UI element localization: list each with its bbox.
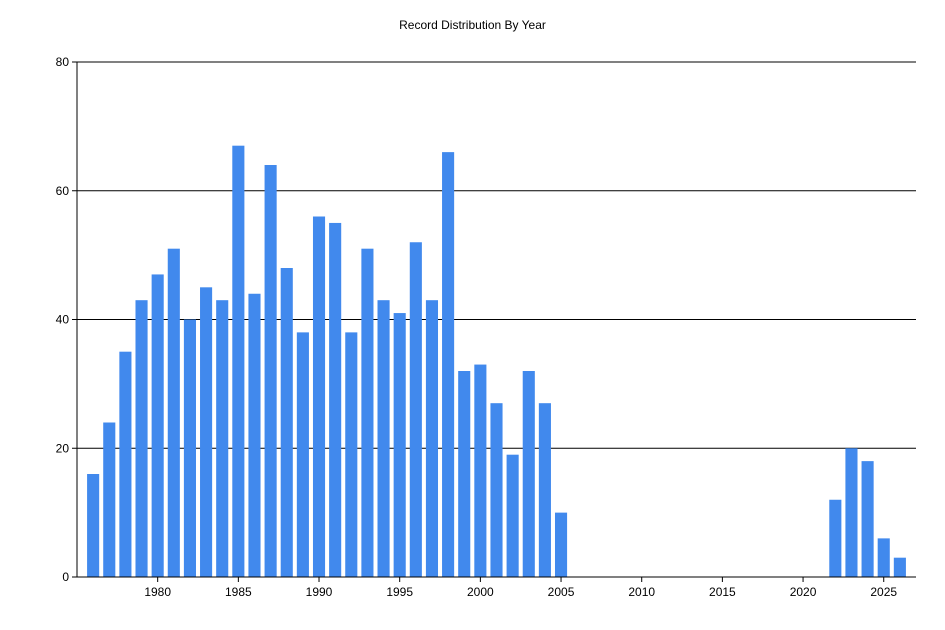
x-tick-label: 2015 [709,585,736,599]
x-tick-label: 2020 [790,585,817,599]
bar [296,332,309,577]
x-tick-label: 2025 [870,585,897,599]
bar [829,499,842,577]
bar [877,538,890,577]
bar [264,165,277,577]
y-tick-labels: 0 20 40 60 80 [56,55,70,584]
bar [474,364,487,577]
bar [538,403,551,577]
bar [119,351,132,577]
bar [232,145,245,577]
x-tick-label: 2010 [628,585,655,599]
x-tick-label: 2000 [467,585,494,599]
bar [280,268,293,577]
x-tick-label: 1980 [144,585,171,599]
bar [377,300,390,577]
bar [200,287,213,577]
bar [845,448,858,577]
bars [87,145,906,577]
bar [103,422,116,577]
y-tick-label: 80 [56,55,70,69]
bar [554,512,568,577]
bar [329,222,342,577]
y-tick-label: 0 [62,570,69,584]
bar [216,300,229,577]
bar [87,474,100,577]
bar [425,300,439,577]
bar [167,248,180,577]
axes [72,61,916,582]
y-tick-label: 40 [56,313,70,327]
bar [490,403,503,577]
bar [248,293,261,577]
bar [458,371,471,577]
bar [861,461,874,577]
chart-title: Record Distribution By Year [399,18,546,32]
x-tick-label: 1985 [225,585,252,599]
bar [183,319,196,577]
bar [506,454,519,577]
x-tick-label: 2005 [548,585,575,599]
bar [151,274,164,577]
y-tick-label: 60 [56,184,70,198]
bar [442,152,455,577]
y-tick-label: 20 [56,441,70,455]
bar [345,332,358,577]
bar [361,248,374,577]
x-tick-labels: 1980 1985 1990 1995 2000 2005 2010 2015 2020 2025 [144,585,897,599]
bar [409,242,422,577]
bar [893,557,906,577]
bar [312,216,326,577]
x-tick-label: 1995 [386,585,413,599]
bar [393,313,406,577]
bar [522,371,535,577]
bar [135,300,148,577]
x-tick-label: 1990 [306,585,333,599]
